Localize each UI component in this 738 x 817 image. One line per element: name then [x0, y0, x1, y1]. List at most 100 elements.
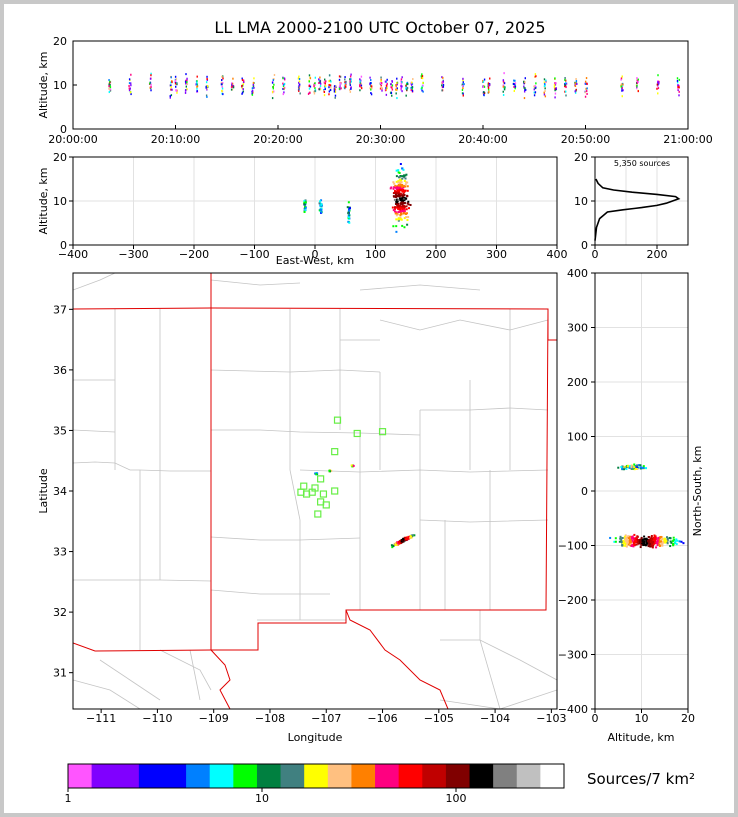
- time-source-mark: [411, 87, 414, 90]
- time-source-mark: [678, 78, 681, 81]
- time-source-mark: [370, 92, 372, 95]
- time-source-mark: [230, 88, 233, 91]
- time-source-mark: [391, 84, 394, 87]
- time-source-mark: [442, 83, 445, 86]
- time-source-mark: [128, 78, 131, 81]
- plan-source-mark: [314, 472, 317, 475]
- ns-source-mark: [653, 542, 656, 545]
- ew-source-mark: [395, 218, 398, 221]
- time-source-mark: [174, 82, 177, 85]
- longitude-tick-label: −110: [142, 712, 172, 725]
- ew-source-mark: [403, 196, 406, 199]
- time-source-mark: [678, 84, 680, 87]
- ns-source-mark: [660, 541, 663, 544]
- plan-source-mark: [407, 537, 410, 540]
- time-source-mark: [676, 79, 679, 82]
- time-source-mark: [369, 82, 372, 85]
- time-source-mark: [206, 87, 208, 90]
- time-source-mark: [333, 90, 336, 93]
- plan-source-mark: [328, 469, 331, 472]
- time-source-mark: [109, 88, 112, 91]
- time-source-mark: [349, 78, 351, 81]
- time-source-mark: [513, 85, 515, 88]
- time-source-mark: [328, 90, 331, 93]
- time-source-mark: [196, 80, 198, 83]
- time-source-mark: [514, 85, 517, 88]
- time-source-mark: [282, 82, 284, 85]
- time-source-mark: [586, 87, 588, 90]
- ns-source-mark: [629, 540, 632, 543]
- time-source-mark: [359, 78, 361, 81]
- time-source-mark: [574, 91, 577, 94]
- time-source-mark: [534, 75, 536, 78]
- ns-source-mark: [640, 543, 643, 546]
- time-source-mark: [524, 87, 526, 90]
- time-source-mark: [379, 82, 382, 85]
- ns-source-mark: [629, 538, 632, 541]
- ns-source-mark: [647, 540, 650, 543]
- time-source-mark: [502, 90, 504, 93]
- time-source-mark: [395, 92, 397, 95]
- ns-source-mark: [634, 539, 637, 542]
- ew-source-mark: [394, 212, 397, 215]
- time-source-mark: [196, 75, 198, 78]
- ns-source-mark: [659, 535, 662, 538]
- time-source-mark: [406, 82, 409, 85]
- ns-source-mark: [617, 466, 620, 469]
- colorbar-cell: [162, 764, 187, 788]
- time-source-mark: [390, 83, 392, 86]
- time-source-mark: [384, 80, 387, 83]
- time-source-mark: [205, 86, 207, 89]
- ns-source-mark: [647, 535, 650, 538]
- ew-source-mark: [396, 189, 399, 192]
- ew-source-mark: [399, 199, 402, 202]
- time-source-mark: [108, 91, 111, 94]
- ns-alt-tick-label: 0: [592, 712, 599, 725]
- time-source-mark: [385, 93, 388, 96]
- time-source-mark: [319, 87, 321, 90]
- time-source-mark: [410, 86, 412, 89]
- longitude-tick-label: −111: [86, 712, 116, 725]
- ns-source-mark: [655, 538, 658, 541]
- time-tick-label: 21:00:00: [663, 133, 712, 146]
- time-source-mark: [396, 77, 398, 80]
- ns-source-mark: [640, 466, 643, 469]
- ns-source-mark: [671, 540, 674, 543]
- ew-alt-tick-label: 0: [60, 239, 67, 252]
- time-source-mark: [441, 86, 444, 89]
- time-source-mark: [554, 83, 557, 86]
- time-source-mark: [535, 82, 537, 85]
- time-source-mark: [359, 84, 361, 87]
- altitude-ew-panel: −400 −300 −200 −100 0 100 200 300 400 0 10 20 Altit…: [37, 151, 568, 267]
- time-source-mark: [575, 80, 578, 83]
- time-tick-label: 20:20:00: [253, 133, 302, 146]
- time-source-mark: [575, 78, 577, 81]
- ew-source-mark: [393, 208, 396, 211]
- time-source-mark: [441, 84, 443, 87]
- ew-source-mark: [395, 169, 398, 172]
- time-source-mark: [109, 80, 111, 83]
- time-source-mark: [637, 78, 640, 81]
- ns-source-mark: [623, 467, 626, 470]
- ew-source-mark: [400, 202, 403, 205]
- time-source-mark: [174, 78, 177, 81]
- hist-tick-label: 0: [592, 248, 599, 261]
- ew-source-mark: [403, 210, 406, 213]
- ew-source-mark: [405, 173, 408, 176]
- time-source-mark: [350, 78, 352, 81]
- time-source-mark: [175, 78, 178, 81]
- time-source-mark: [636, 77, 638, 80]
- ns-source-mark: [641, 539, 644, 542]
- ew-tick-label: 0: [312, 248, 319, 261]
- ns-source-mark: [664, 540, 667, 543]
- longitude-tick-label: −106: [367, 712, 397, 725]
- time-source-mark: [534, 91, 537, 94]
- longitude-tick-label: −104: [480, 712, 510, 725]
- latitude-ylabel: Latitude: [37, 468, 50, 514]
- ew-source-mark: [396, 188, 399, 191]
- ew-tick-label: 300: [486, 248, 507, 261]
- time-tick-label: 20:30:00: [356, 133, 405, 146]
- ns-source-mark: [613, 540, 616, 543]
- time-source-mark: [298, 77, 301, 80]
- longitude-tick-label: −107: [311, 712, 341, 725]
